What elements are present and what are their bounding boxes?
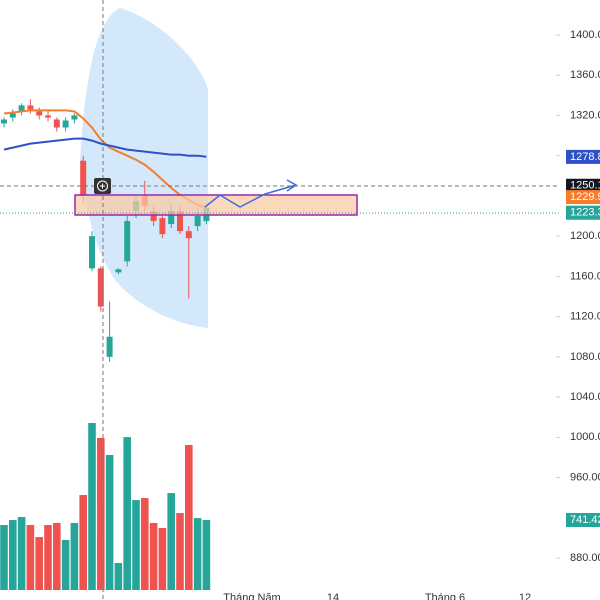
candle-body: [97, 268, 104, 307]
path-arrow[interactable]: [204, 184, 297, 208]
y-tick-label: 1040.00: [570, 391, 600, 403]
plus-icon-cross: [100, 183, 105, 189]
candle-body: [115, 269, 122, 273]
volume-bar: [97, 437, 105, 590]
price-axis: 1400.001360.001320.001280.001200.001160.…: [223, 29, 600, 600]
volume-bar: [9, 520, 17, 590]
volume-bar: [202, 520, 211, 590]
volume-bar: [149, 522, 158, 590]
price-label-box: [566, 190, 600, 205]
candle-body: [177, 211, 183, 232]
volume-bar: [61, 539, 70, 590]
volume-bar: [26, 525, 35, 590]
candle-body: [9, 113, 16, 118]
x-tick-label: 12: [519, 592, 531, 600]
volume-bar: [79, 495, 87, 590]
y-tick-label: 1320.00: [570, 109, 600, 121]
volume-bar: [0, 525, 8, 590]
x-tick-label: 14: [327, 592, 339, 600]
candle-body: [27, 105, 34, 110]
volume-bar: [17, 517, 26, 590]
volume-bar: [70, 522, 79, 590]
volume-bar: [53, 522, 61, 590]
volume-bar: [176, 513, 184, 590]
y-tick-label: 1000.00: [570, 431, 600, 443]
candle-body: [168, 211, 175, 225]
price-label-box: [566, 178, 600, 193]
price-label-box: [566, 149, 600, 164]
price-label-box: [566, 205, 600, 220]
volume-bar: [185, 444, 193, 590]
candle-body: [185, 231, 192, 239]
volume-bar: [132, 500, 140, 590]
candle-body: [150, 211, 157, 222]
price-pane: [1, 99, 210, 362]
candle-body: [1, 119, 7, 124]
price-label: 1250.1: [570, 180, 600, 192]
y-tick-label: 1120.00: [570, 311, 600, 323]
volume-bar: [141, 498, 149, 590]
candle-body: [159, 218, 166, 235]
candle-body: [36, 111, 43, 116]
y-tick-label: 1200.00: [570, 230, 600, 242]
price-label: 1278.8: [570, 151, 600, 163]
price-label: 1223.3: [570, 207, 600, 219]
candle-body: [53, 119, 60, 128]
forecast-cone: [80, 8, 208, 328]
y-tick-label: 1080.00: [570, 351, 600, 363]
volume-label-box: [566, 513, 600, 527]
volume-bar: [193, 518, 202, 590]
y-tick-label: 1400.00: [570, 29, 600, 41]
y-tick-label: 960.00: [570, 471, 600, 483]
volume-bar: [35, 537, 43, 590]
candle-body: [124, 221, 131, 262]
volume-bar: [167, 493, 175, 590]
candle-body: [45, 115, 51, 118]
candle-body: [71, 115, 78, 120]
candle-body: [106, 336, 113, 357]
candle-body: [89, 236, 95, 269]
y-tick-label: 880.00: [570, 552, 600, 564]
candle-body: [62, 120, 69, 128]
volume-bar: [105, 454, 114, 590]
candle-body: [194, 216, 201, 227]
candle-body: [80, 160, 87, 196]
x-tick-label: Tháng Năm: [223, 592, 280, 600]
volume-bar: [114, 562, 123, 590]
volume-pane: [0, 422, 211, 590]
volume-bar: [44, 525, 52, 590]
price-label: 1229.9: [570, 191, 600, 203]
indicator-line: [3, 137, 207, 158]
plus-icon: [97, 180, 108, 192]
arrow-head: [286, 179, 298, 192]
volume-bar: [123, 437, 131, 590]
x-tick-label: Tháng 6: [425, 592, 465, 600]
y-tick-label: 1160.00: [570, 270, 600, 282]
zone-rectangle[interactable]: [74, 194, 358, 216]
volume-bar: [88, 422, 96, 590]
y-tick-label: 1360.00: [570, 69, 600, 81]
volume-bar: [158, 527, 167, 590]
volume-label: 741.42: [570, 514, 600, 526]
candle-body: [18, 105, 25, 112]
